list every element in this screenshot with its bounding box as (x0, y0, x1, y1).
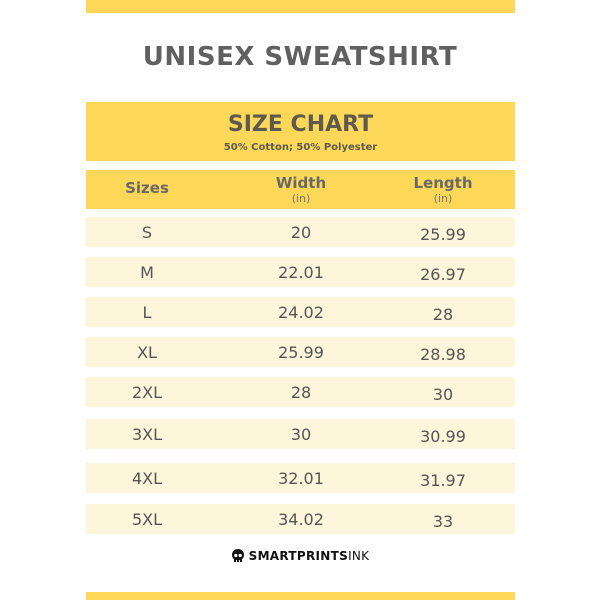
size-cell: 3XL (131, 425, 163, 444)
length-cell: 30 (432, 385, 454, 404)
brand-name: SMARTPRINTSINK (249, 549, 370, 563)
size-cell: S (141, 223, 153, 242)
size-cell: 2XL (131, 383, 163, 402)
size-cell: XL (137, 343, 157, 362)
table-row: M 22.01 26.97 (86, 257, 515, 287)
table-row: 4XL 32.01 31.97 (86, 463, 515, 493)
size-cell: 4XL (131, 469, 163, 488)
length-cell: 31.97 (420, 471, 466, 490)
top-accent-bar (86, 0, 515, 13)
width-cell: 28 (290, 383, 312, 402)
length-cell: 28.98 (420, 345, 466, 364)
width-cell: 34.02 (278, 510, 324, 529)
skull-icon (231, 549, 244, 562)
size-chart-title: SIZE CHART (227, 112, 374, 137)
bottom-accent-bar (86, 592, 515, 600)
table-row: 5XL 34.02 33 (86, 504, 515, 534)
column-header-label: Length (413, 174, 473, 192)
column-header-width: Width (in) (226, 174, 376, 205)
width-cell: 20 (290, 223, 312, 242)
column-header-unit: (in) (291, 192, 311, 205)
brand-name-light: INK (348, 549, 370, 563)
length-cell: 30.99 (420, 427, 466, 446)
width-cell: 24.02 (278, 303, 324, 322)
size-cell: L (142, 303, 152, 322)
table-row: 3XL 30 30.99 (86, 419, 515, 449)
table-row: L 24.02 28 (86, 297, 515, 327)
size-chart-header: SIZE CHART 50% Cotton; 50% Polyester (86, 102, 515, 161)
size-cell: M (140, 263, 154, 282)
width-cell: 22.01 (278, 263, 324, 282)
product-title: UNISEX SWEATSHIRT (142, 42, 458, 72)
length-cell: 33 (432, 512, 454, 531)
width-cell: 32.01 (278, 469, 324, 488)
table-row: 2XL 28 30 (86, 377, 515, 407)
width-cell: 25.99 (278, 343, 324, 362)
column-header-label: Sizes (125, 179, 169, 197)
table-row: S 20 25.99 (86, 217, 515, 247)
brand-logo-inner: SMARTPRINTSINK (231, 548, 370, 564)
column-header-label: Width (275, 174, 327, 192)
column-header-sizes: Sizes (72, 179, 222, 197)
column-header-length: Length (in) (368, 174, 518, 205)
length-cell: 26.97 (420, 265, 466, 284)
brand-name-bold: SMARTPRINTS (248, 549, 349, 563)
width-cell: 30 (290, 425, 312, 444)
column-header-row: Sizes Width (in) Length (in) (86, 170, 515, 209)
size-cell: 5XL (131, 510, 163, 529)
length-cell: 28 (432, 305, 454, 324)
length-cell: 25.99 (420, 225, 466, 244)
fabric-composition: 50% Cotton; 50% Polyester (223, 142, 378, 153)
table-row: XL 25.99 28.98 (86, 337, 515, 367)
brand-logo: SMARTPRINTSINK (0, 548, 600, 568)
column-header-unit: (in) (433, 192, 453, 205)
